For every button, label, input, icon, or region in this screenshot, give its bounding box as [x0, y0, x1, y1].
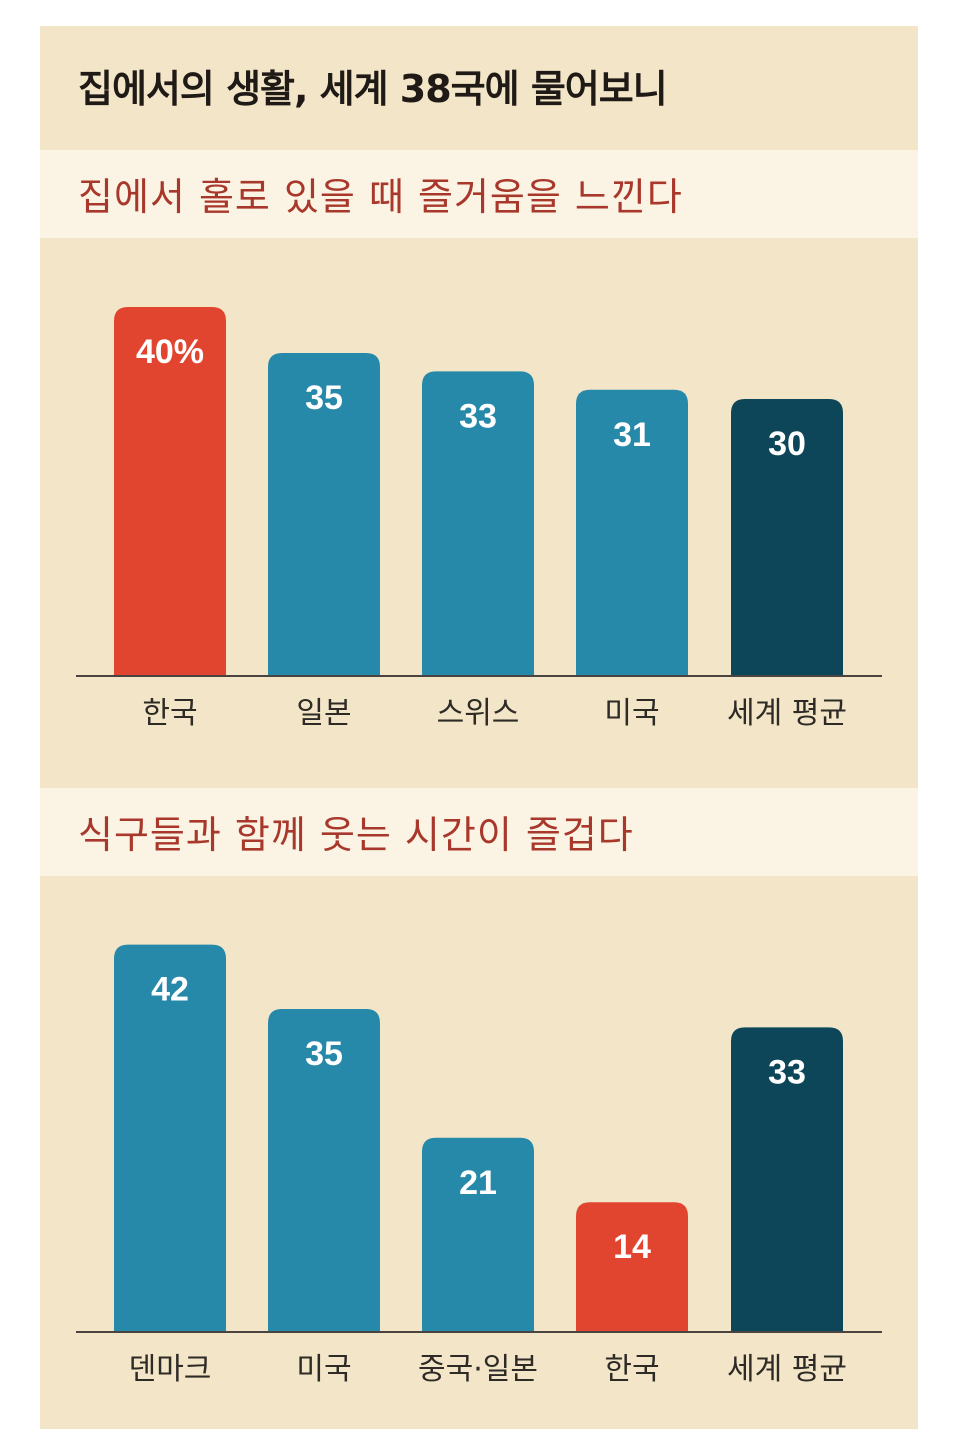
chart-2-value-label-1: 42	[151, 971, 189, 1009]
chart-2-title: 식구들과 함께 웃는 시간이 즐겁다	[78, 813, 634, 857]
chart-1-value-label-2: 35	[305, 379, 343, 417]
chart-1-category-label-4: 미국	[604, 696, 659, 731]
chart-1-bar-2	[268, 353, 380, 675]
chart-2-bar-5	[731, 1027, 843, 1331]
chart-1-value-label-4: 31	[613, 416, 651, 454]
chart-2-category-label-3: 중국·일본	[418, 1352, 538, 1387]
main-title: 집에서의 생활, 세계 38국에 물어보니	[78, 67, 668, 111]
chart-1-title-band: 집에서 홀로 있을 때 즐거움을 느낀다	[40, 150, 918, 238]
chart-2-bar-3	[422, 1137, 534, 1331]
chart-1-value-label-1: 40%	[136, 333, 204, 371]
chart-2-bar-4	[576, 1202, 688, 1331]
chart-2-value-label-4: 14	[613, 1228, 651, 1266]
chart-1-category-label-5: 세계 평균	[727, 696, 847, 731]
chart-1-value-label-5: 30	[768, 425, 806, 463]
chart-1-category-label-1: 한국	[142, 696, 197, 731]
chart-1-value-label-3: 33	[459, 397, 497, 435]
chart-2-bar-2	[268, 1009, 380, 1331]
chart-2-value-label-3: 21	[459, 1164, 497, 1202]
chart-2-category-label-2: 미국	[296, 1352, 351, 1387]
chart-1-category-label-2: 일본	[296, 696, 351, 731]
infographic-card: 집에서의 생활, 세계 38국에 물어보니 집에서 홀로 있을 때 즐거움을 느…	[40, 26, 918, 1429]
chart-1-bar-5	[731, 399, 843, 675]
chart-2-category-label-5: 세계 평균	[727, 1352, 847, 1387]
chart-2-category-label-4: 한국	[604, 1352, 659, 1387]
chart-1-bar-1	[114, 307, 226, 675]
chart-2-family-laughter: 42 덴마크 35 미국 21 중국·일본 14 한국 33 세계 평균	[76, 944, 882, 1387]
chart-2-value-label-5: 33	[768, 1053, 806, 1091]
chart-2-bar-1	[114, 944, 226, 1331]
chart-1-title: 집에서 홀로 있을 때 즐거움을 느낀다	[78, 175, 683, 219]
chart-1-bar-3	[422, 371, 534, 675]
chart-1-solo-at-home: 40% 한국 35 일본 33 스위스 31 미국 30 세계 평균	[76, 307, 882, 731]
chart-2-title-band: 식구들과 함께 웃는 시간이 즐겁다	[40, 788, 918, 876]
chart-2-value-label-2: 35	[305, 1035, 343, 1073]
chart-2-category-label-1: 덴마크	[129, 1352, 212, 1387]
chart-1-bar-4	[576, 389, 688, 675]
chart-1-category-label-3: 스위스	[437, 696, 520, 731]
